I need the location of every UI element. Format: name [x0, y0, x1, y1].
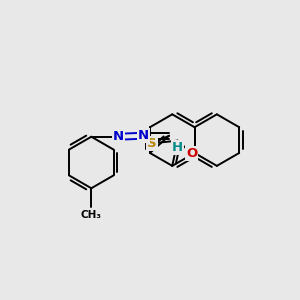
Text: S: S: [147, 137, 157, 150]
Text: H: H: [172, 141, 183, 154]
Text: CH₃: CH₃: [81, 209, 102, 220]
Text: N: N: [113, 130, 124, 143]
Text: N: N: [138, 129, 149, 142]
Text: O: O: [186, 147, 197, 160]
